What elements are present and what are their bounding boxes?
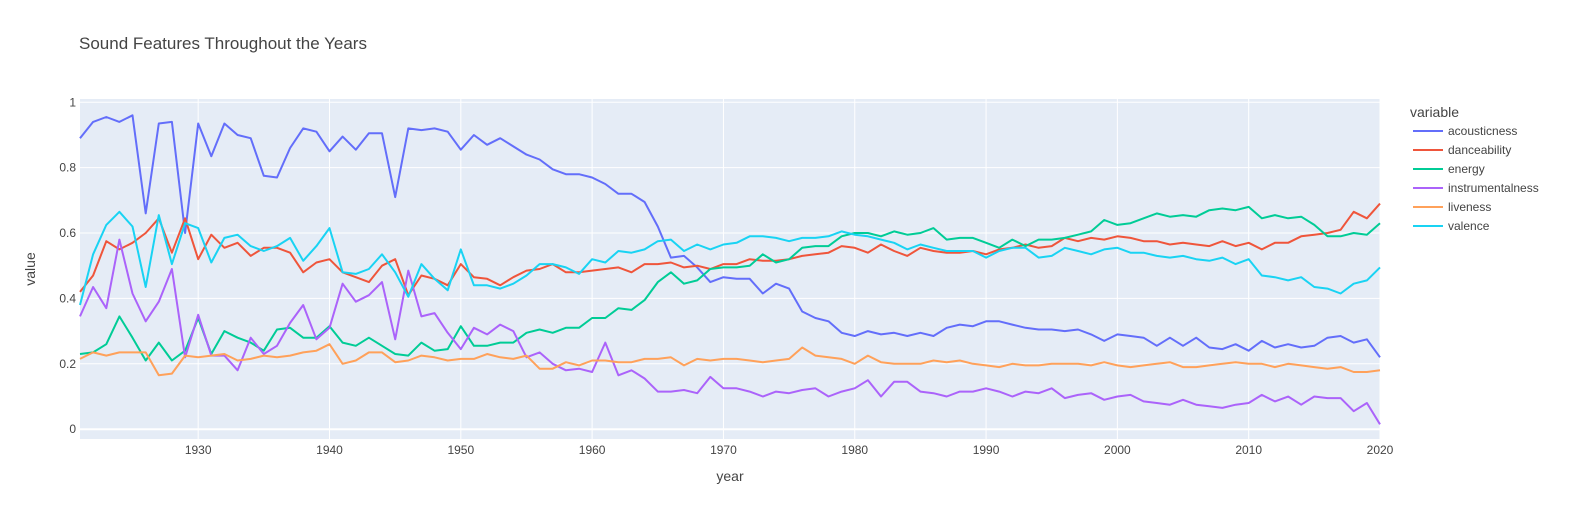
y-tick-label: 0.4 <box>59 291 76 305</box>
series-line-energy[interactable] <box>79 205 1381 362</box>
legend-label: energy <box>1448 162 1485 176</box>
x-tick-label: 1940 <box>316 443 343 457</box>
legend-label: liveness <box>1448 200 1491 214</box>
y-tick-label: 0.8 <box>59 161 76 175</box>
x-tick-label: 2010 <box>1235 443 1262 457</box>
legend-title: variable <box>1410 104 1459 120</box>
x-tick-label: 1950 <box>447 443 474 457</box>
legend-item-energy[interactable]: energy <box>1413 162 1485 176</box>
y-axis-ticks: 0 0.2 0.4 0.6 0.8 1 <box>59 95 76 436</box>
x-tick-label: 2000 <box>1104 443 1131 457</box>
legend-item-liveness[interactable]: liveness <box>1413 200 1491 214</box>
x-tick-label: 1960 <box>579 443 606 457</box>
series-line-valence[interactable] <box>79 210 1381 306</box>
x-tick-label: 1930 <box>185 443 212 457</box>
legend-label: instrumentalness <box>1448 181 1539 195</box>
series-lines <box>79 114 1381 425</box>
legend-item-acousticness[interactable]: acousticness <box>1413 124 1517 138</box>
y-axis-title: value <box>22 252 38 286</box>
gridlines <box>80 99 1381 439</box>
series-line-danceability[interactable] <box>79 202 1381 297</box>
x-tick-label: 1970 <box>710 443 737 457</box>
x-tick-label: 2020 <box>1367 443 1394 457</box>
x-axis-title: year <box>716 468 744 484</box>
y-tick-label: 1 <box>69 95 76 109</box>
legend-label: acousticness <box>1448 124 1517 138</box>
series-line-instrumentalness[interactable] <box>79 238 1381 425</box>
legend-item-danceability[interactable]: danceability <box>1413 143 1511 157</box>
series-line-liveness[interactable] <box>79 343 1381 377</box>
legend-item-instrumentalness[interactable]: instrumentalness <box>1413 181 1539 195</box>
legend-label: valence <box>1448 219 1490 233</box>
legend[interactable]: variable acousticness danceability energy i… <box>1410 104 1539 233</box>
series-line-acousticness[interactable] <box>79 114 1381 358</box>
x-tick-label: 1990 <box>973 443 1000 457</box>
x-tick-label: 1980 <box>841 443 868 457</box>
legend-label: danceability <box>1448 143 1511 157</box>
y-tick-label: 0 <box>69 422 76 436</box>
y-tick-label: 0.2 <box>59 357 76 371</box>
chart-title: Sound Features Throughout the Years <box>79 34 367 53</box>
x-axis-ticks: 1930 1940 1950 1960 1970 1980 1990 2000 2010 2020 <box>185 443 1394 457</box>
plot-area <box>80 99 1380 439</box>
legend-item-valence[interactable]: valence <box>1413 219 1490 233</box>
y-tick-label: 0.6 <box>59 226 76 240</box>
